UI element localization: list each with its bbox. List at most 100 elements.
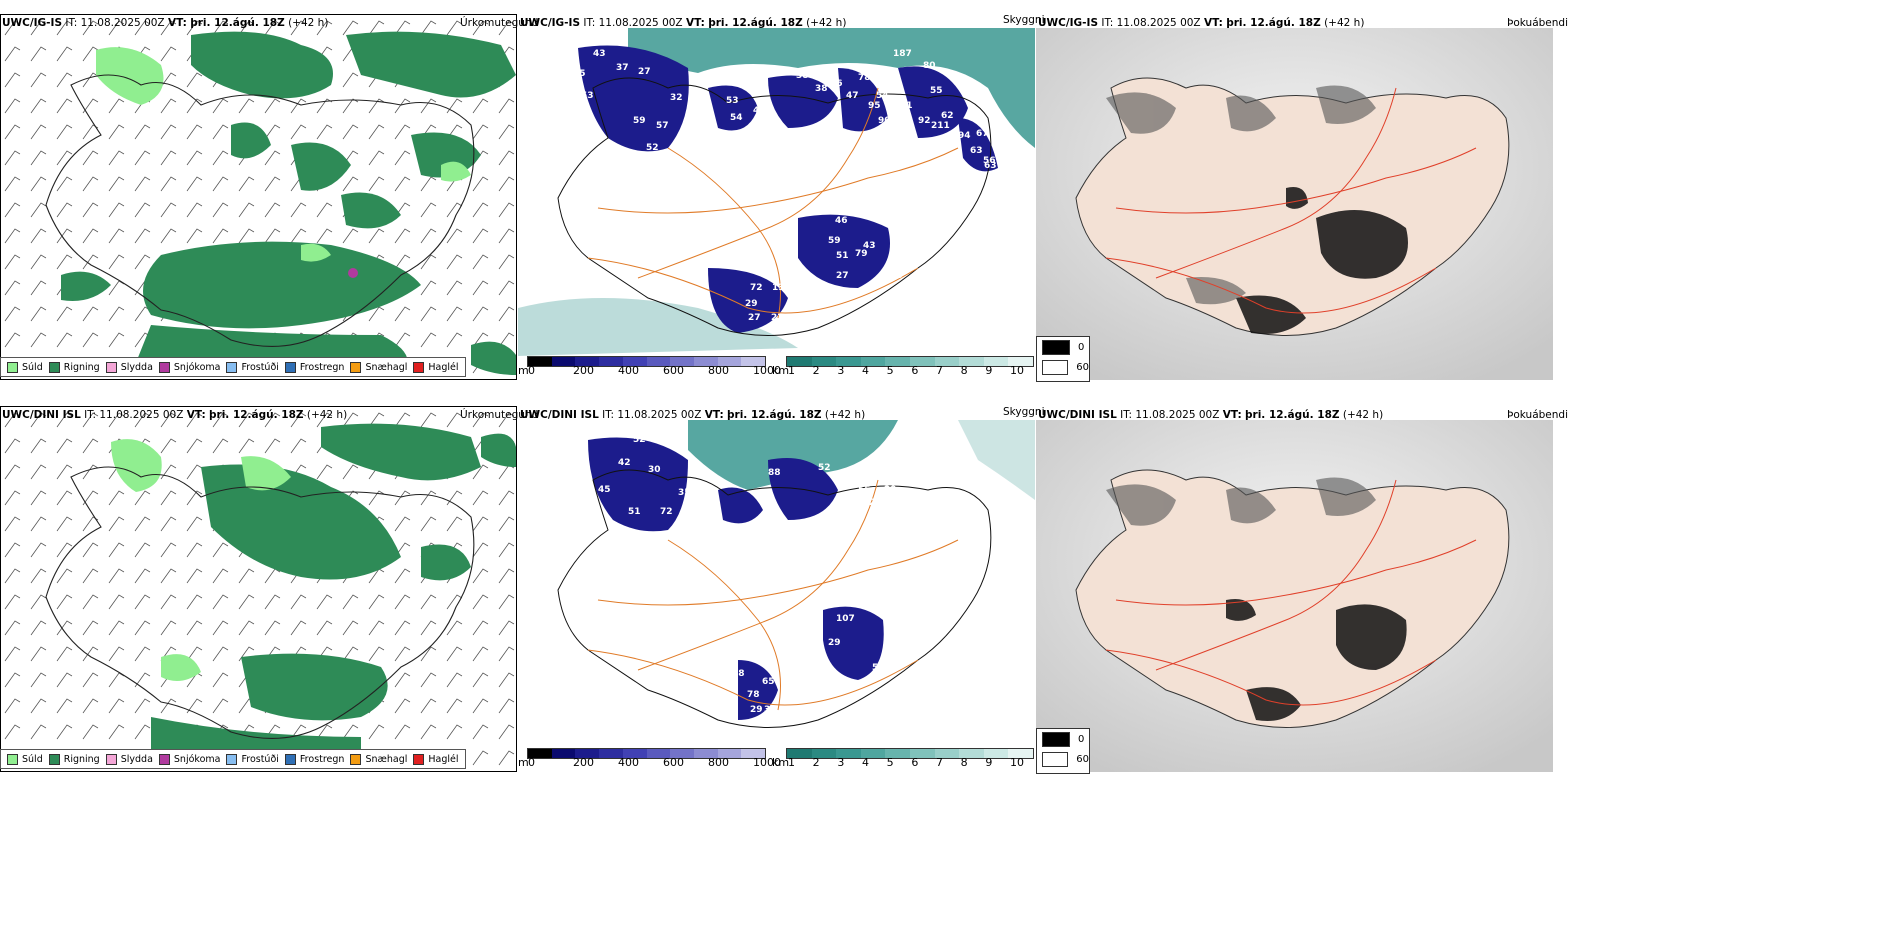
colorbar-tick: 200: [573, 756, 594, 769]
visibility-value: 29: [745, 299, 758, 309]
visibility-value: 55: [930, 86, 943, 96]
precip-title-row1: Úrkomutegund: [460, 17, 539, 29]
visibility-value: 45: [598, 485, 611, 495]
colorbar-tick: 9: [985, 756, 993, 769]
iceland-coastline: [557, 469, 992, 728]
colorbar-tick: 2: [812, 364, 820, 377]
visibility-value: 94: [958, 131, 971, 141]
visibility-value: 78: [684, 663, 697, 673]
visibility-value: 52: [646, 143, 659, 153]
visibility-value: 79: [855, 249, 868, 259]
visibility-value: 59: [828, 236, 841, 246]
drizzle-areas: [96, 47, 471, 262]
low-ceiling-areas: [578, 45, 998, 333]
colorbar-tick: 1: [788, 756, 795, 769]
visibility-value: 36: [830, 79, 843, 89]
ceiling-colorbar-row1: [527, 356, 766, 367]
visibility-value: 151: [726, 605, 745, 615]
colorbar-tick: 600: [663, 364, 684, 377]
colorbar-tick: 1000: [753, 756, 781, 769]
visibility-value: 50: [872, 663, 885, 673]
colorbar-tick: 10: [1010, 364, 1024, 377]
visibility-value: 107: [836, 614, 855, 624]
visibility-value: 80: [932, 509, 945, 519]
legend-item-rigning: Rigning: [48, 361, 100, 373]
visibility-value: 55: [858, 485, 871, 495]
fog-title-row1: Þokuábendi: [1507, 17, 1568, 29]
low-ceiling-areas: [588, 437, 884, 720]
colorbar-tick: 5: [886, 756, 894, 769]
road-network: [1105, 479, 1477, 706]
visibility-value: 211: [931, 121, 950, 131]
road-network: [587, 479, 959, 711]
visibility-value: 59: [633, 116, 646, 126]
legend-item-snaehagl: Snæhagl: [350, 753, 407, 765]
colorbar-tick: 400: [618, 756, 639, 769]
visibility-numbers: 52 42 30 45 35 51 72 73 88 52 55 29 42 25 80 78 151 107 29…: [578, 435, 945, 715]
visibility-value: 92: [918, 116, 931, 126]
visibility-value: 46: [835, 216, 848, 226]
fog-panel-row1: [1036, 28, 1553, 380]
moderate-fog-areas: [1106, 477, 1376, 526]
colorbar-tick: 6: [911, 756, 919, 769]
visibility-value: 95: [868, 101, 881, 111]
visibility-value: 131: [772, 283, 791, 293]
visibility-value: 21: [900, 101, 913, 111]
moderate-fog-areas: [1106, 85, 1376, 305]
visibility-value: 53: [726, 96, 739, 106]
visibility-value: 65: [762, 677, 775, 687]
visibility-value: 38: [796, 71, 809, 81]
colorbar-tick: 10: [1010, 756, 1024, 769]
visibility-value: 43: [863, 241, 876, 251]
iceland-coastline: [45, 74, 475, 347]
visibility-title-row1: Skyggni: [1003, 14, 1045, 26]
legend-item-sudl: Súld: [7, 753, 43, 765]
visibility-value: 35: [678, 488, 691, 498]
visibility-value: 78: [578, 585, 591, 595]
colorbar-tick: 0: [528, 756, 535, 769]
iceland-coastline: [45, 466, 475, 739]
colorbar-tick: 7: [936, 756, 943, 769]
snow-spot: [348, 268, 358, 278]
road-network: [587, 87, 959, 319]
visibility-map: 52 42 30 45 35 51 72 73 88 52 55 29 42 25 80 78 151 107 29…: [557, 420, 1035, 728]
colorbar-tick: 4: [862, 364, 869, 377]
iceland-land: [1075, 469, 1510, 728]
visibility-value: 53: [581, 91, 594, 101]
fog-map: [1036, 28, 1553, 380]
precip-panel-row1: [0, 14, 517, 380]
visibility-value: 32: [764, 705, 777, 715]
precip-panel-row2: [0, 406, 517, 772]
visibility-panel-row2: 52 42 30 45 35 51 72 73 88 52 55 29 42 25 80 78 151 107 29…: [518, 420, 1035, 748]
visibility-value: 42: [618, 458, 631, 468]
road-network: [1105, 87, 1477, 314]
fog-legend-white: 60: [1037, 357, 1089, 377]
visibility-value: 54: [730, 113, 743, 123]
legend-item-rigning: Rigning: [48, 753, 100, 765]
iceland-coastline: [557, 77, 992, 336]
visibility-value: 67: [976, 129, 989, 139]
visibility-value: 47: [788, 279, 801, 289]
visibility-value: 47: [846, 91, 859, 101]
legend-item-frostregn: Frostregn: [284, 361, 344, 373]
header-row1-precip: UWC/IG-IS IT: 11.08.2025 00Z VT: þri. 12…: [2, 17, 329, 29]
visibility-value: 62: [941, 111, 954, 121]
colorbar-tick: 1: [788, 364, 795, 377]
visibility-value: 29: [884, 485, 897, 495]
precip-legend-row2: Súld Rigning Slydda Snjókoma Frostúði Fr…: [0, 749, 466, 769]
visibility-value: 27: [748, 313, 761, 323]
visibility-value: 45: [573, 69, 586, 79]
fog-legend-row2: 0 60: [1036, 728, 1090, 774]
ceiling-unit-row2: m: [518, 756, 529, 769]
header-row1-visibility: UWC/IG-IS IT: 11.08.2025 00Z VT: þri. 12…: [520, 17, 847, 29]
visibility-value: 58: [732, 669, 745, 679]
visibility-value: 73: [678, 535, 691, 545]
visibility-value: 11: [801, 297, 814, 307]
fog-legend-row1: 0 60: [1036, 336, 1090, 382]
legend-item-snaehagl: Snæhagl: [350, 361, 407, 373]
rain-areas: [151, 423, 516, 767]
visibility-value: 30: [791, 294, 804, 304]
fog-legend-black: 0: [1037, 337, 1089, 357]
visibility-value: 47: [753, 106, 766, 116]
